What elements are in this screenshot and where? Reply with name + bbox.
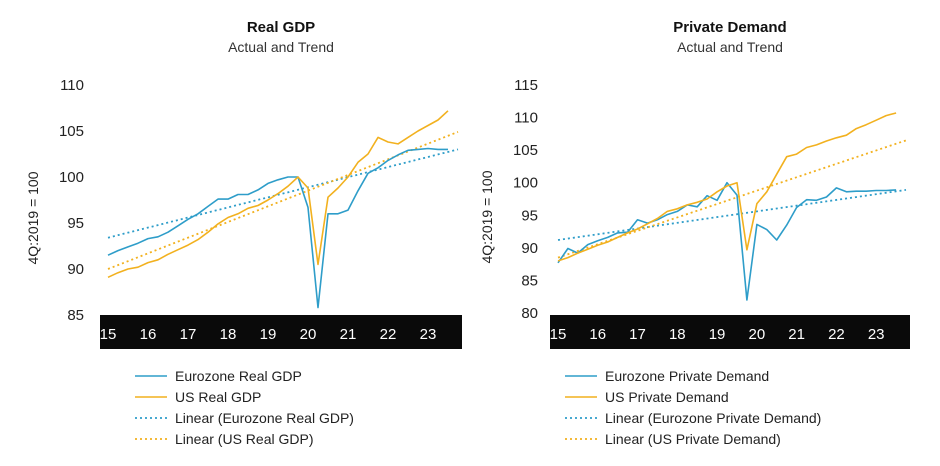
y-axis-label: 4Q:2019 = 100 (25, 171, 41, 264)
y-tick-label: 85 (521, 272, 538, 289)
legend-label: US Private Demand (605, 389, 729, 405)
legend-label: Eurozone Private Demand (605, 368, 769, 384)
y-tick-label: 100 (59, 169, 84, 186)
series-line-eurozone-real-gdp (107, 147, 448, 309)
y-axis-label: 4Q:2019 = 100 (479, 170, 495, 263)
y-tick-label: 110 (514, 110, 538, 127)
chart-title: Private Demand (673, 19, 786, 36)
y-tick-label: 100 (513, 175, 538, 192)
series-line-us-real-gdp (107, 110, 449, 279)
x-tick-label: 16 (140, 326, 157, 343)
legend-label: Linear (Eurozone Private Demand) (605, 410, 821, 426)
x-tick-label: 21 (788, 326, 805, 343)
x-tick-label: 19 (709, 326, 726, 343)
series-line-us-private-demand (557, 112, 897, 262)
private-demand-chart: Private Demand Actual and Trend 80 85 90 95 10… (470, 0, 940, 466)
x-tick-label: 20 (300, 326, 317, 343)
x-tick-label: 20 (749, 326, 766, 343)
real-gdp-svg: Real GDP Actual and Trend 85 90 95 100 105 110 4… (25, 19, 462, 447)
real-gdp-chart: Real GDP Actual and Trend 85 90 95 100 105 110 4… (25, 19, 462, 447)
x-tick-label: 18 (220, 326, 237, 343)
chart-subtitle: Actual and Trend (228, 39, 334, 55)
private-demand-svg: Private Demand Actual and Trend 80 85 90 95 10… (479, 19, 910, 447)
x-tick-label: 21 (340, 326, 357, 343)
y-tick-label: 110 (60, 77, 84, 94)
x-tick-label: 22 (828, 326, 845, 343)
series-line-linear-eurozone-private-demand (557, 189, 907, 241)
y-tick-label: 95 (67, 215, 84, 232)
x-tick-label: 15 (550, 326, 567, 343)
chart-subtitle: Actual and Trend (677, 39, 783, 55)
series-line-linear-us-real-gdp (107, 131, 459, 270)
x-tick-label: 15 (100, 326, 117, 343)
x-tick-label: 19 (260, 326, 277, 343)
y-tick-label: 105 (59, 123, 84, 140)
legend-label: Linear (US Real GDP) (175, 431, 314, 447)
x-axis-band (550, 315, 910, 349)
y-tick-label: 95 (521, 207, 538, 224)
series-line-linear-eurozone-real-gdp (107, 148, 459, 239)
legend-label: Linear (US Private Demand) (605, 431, 781, 447)
x-tick-label: 23 (868, 326, 885, 343)
series-line-eurozone-private-demand (557, 181, 897, 301)
legend-label: US Real GDP (175, 389, 261, 405)
x-tick-label: 18 (669, 326, 686, 343)
x-tick-label: 17 (629, 326, 646, 343)
x-tick-label: 23 (420, 326, 437, 343)
y-tick-label: 85 (67, 307, 84, 324)
legend-label: Linear (Eurozone Real GDP) (175, 410, 354, 426)
y-tick-label: 105 (513, 142, 538, 159)
y-tick-label: 90 (521, 240, 538, 257)
chart-title: Real GDP (247, 19, 315, 36)
y-tick-label: 90 (67, 261, 84, 278)
x-tick-label: 16 (589, 326, 606, 343)
legend-label: Eurozone Real GDP (175, 368, 302, 384)
y-tick-label: 80 (521, 305, 538, 322)
x-tick-label: 22 (380, 326, 397, 343)
y-tick-label: 115 (514, 77, 538, 94)
x-axis-band (100, 315, 462, 349)
x-tick-label: 17 (180, 326, 197, 343)
